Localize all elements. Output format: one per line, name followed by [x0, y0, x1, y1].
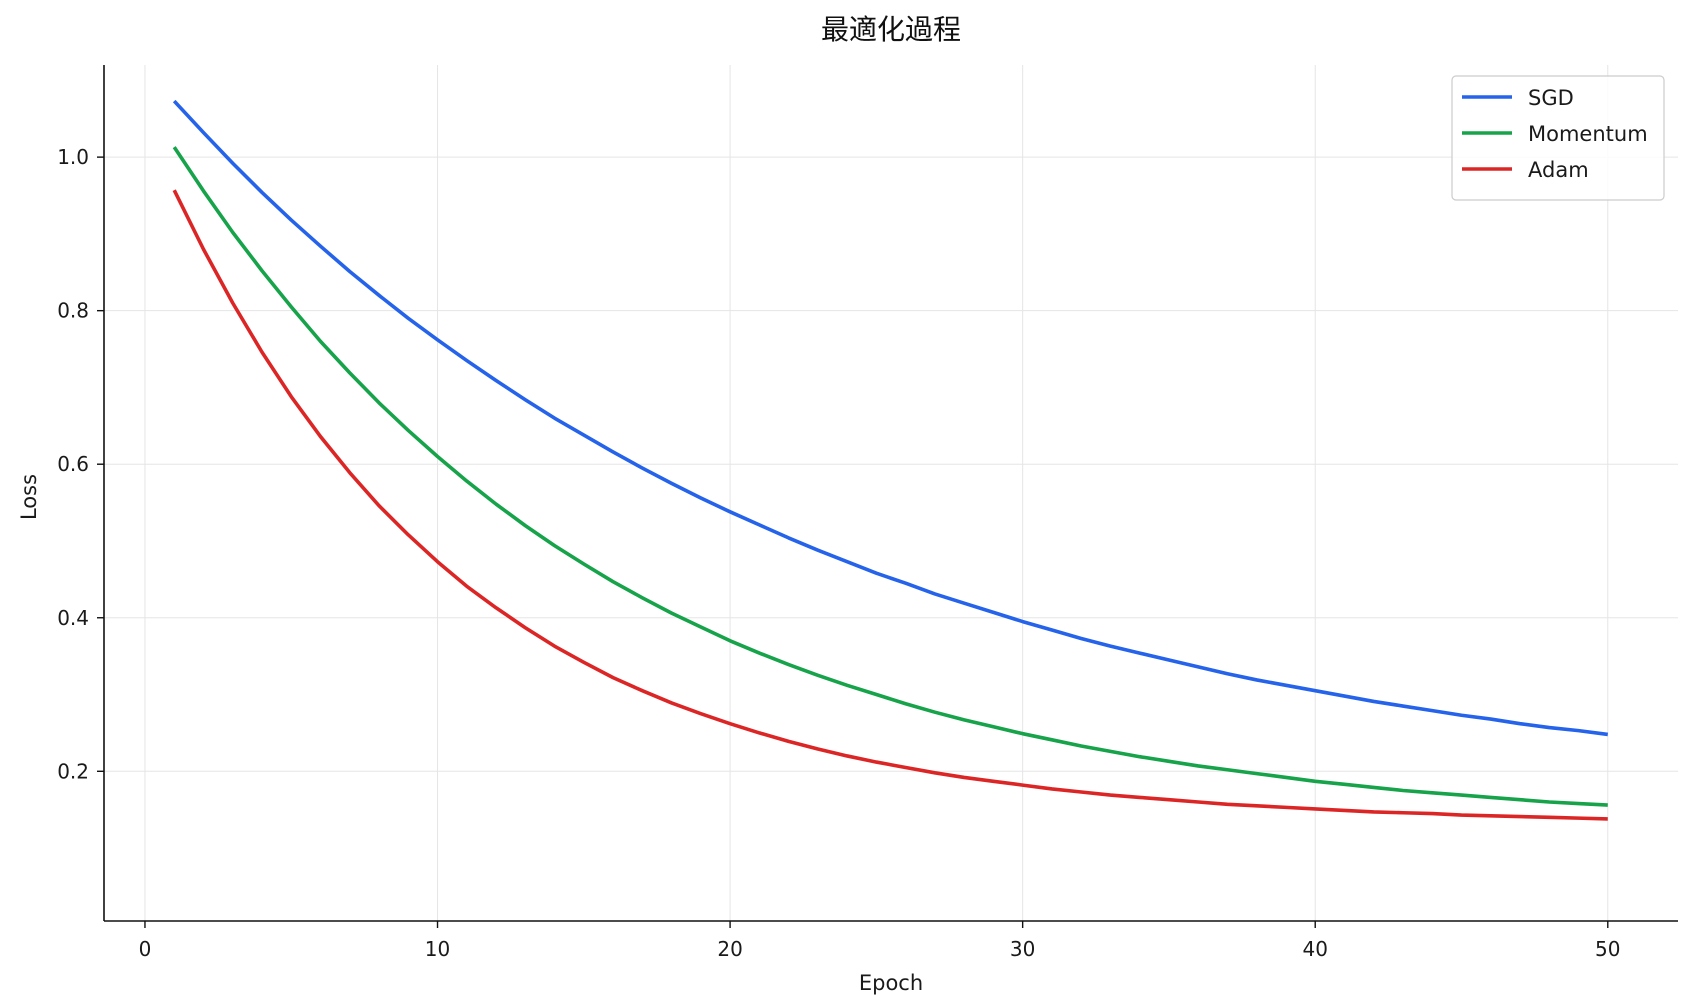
ticks: 0 10 20 30 40 50 0.2 0.4 0.6 0.8 1.0 — [57, 145, 1620, 961]
y-tick-label: 0.8 — [57, 299, 89, 323]
axes — [103, 65, 1678, 922]
x-tick-label: 30 — [1010, 937, 1035, 961]
y-tick-label: 0.6 — [57, 452, 89, 476]
grid — [104, 65, 1678, 921]
series-line-sgd — [172, 99, 1609, 737]
y-tick-label: 1.0 — [57, 145, 89, 169]
y-tick-label: 0.4 — [57, 606, 89, 630]
legend: SGD Momentum Adam — [1451, 75, 1665, 201]
x-tick-label: 20 — [717, 937, 742, 961]
series-line-adam — [172, 189, 1608, 821]
legend-label-sgd: SGD — [1528, 86, 1574, 110]
x-axis-title: Epoch — [859, 971, 923, 995]
legend-label-adam: Adam — [1528, 158, 1589, 182]
y-axis-title: Loss — [17, 474, 41, 520]
x-tick-label: 40 — [1302, 937, 1327, 961]
x-tick-label: 0 — [139, 937, 152, 961]
x-tick-label: 10 — [425, 937, 450, 961]
legend-label-momentum: Momentum — [1528, 122, 1648, 146]
chart-title: 最適化過程 — [821, 13, 961, 46]
series-line-momentum — [172, 146, 1608, 807]
series-lines — [172, 99, 1609, 821]
y-tick-label: 0.2 — [57, 759, 89, 783]
x-tick-label: 50 — [1595, 937, 1620, 961]
